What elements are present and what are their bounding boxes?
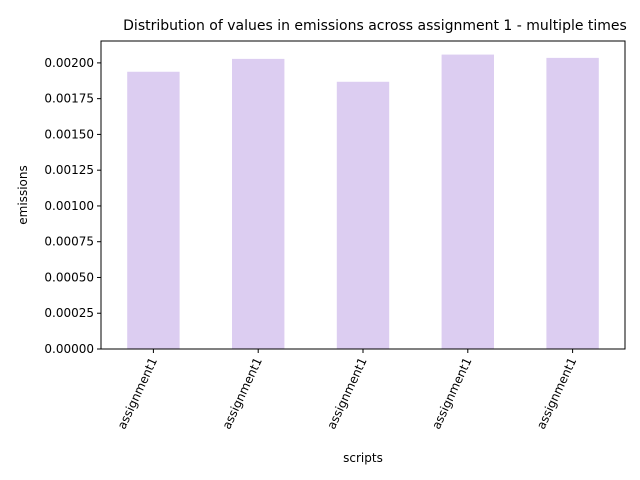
bar-3 — [336, 81, 390, 349]
bar-2 — [232, 58, 285, 350]
y-tick-label-8: 0.00175 — [44, 92, 94, 106]
y-tick-label-5: 0.00100 — [44, 199, 94, 213]
x-axis: assignment1 assignment1 assignment1 assignm… — [115, 349, 579, 431]
bar-1 — [127, 71, 180, 349]
x-tick-label-2: assignment1 — [220, 355, 265, 431]
x-tick-label-5: assignment1 — [534, 355, 579, 431]
bar-4 — [441, 54, 494, 350]
y-tick-label-7: 0.00150 — [44, 127, 94, 141]
y-tick-label-9: 0.00200 — [44, 56, 94, 70]
y-tick-label-4: 0.00075 — [44, 235, 94, 249]
x-tick-label-1: assignment1 — [115, 355, 160, 431]
bar-5 — [546, 57, 599, 350]
chart-title: Distribution of values in emissions acro… — [123, 18, 627, 34]
y-tick-label-3: 0.00050 — [44, 270, 94, 284]
bars-group — [127, 54, 599, 350]
y-tick-label-6: 0.00125 — [44, 163, 94, 177]
y-tick-label-1: 0.00000 — [44, 342, 94, 356]
y-tick-label-2: 0.00025 — [44, 306, 94, 320]
plot-frame — [100, 40, 626, 350]
x-axis-label: scripts — [343, 451, 383, 465]
x-tick-label-3: assignment1 — [324, 355, 369, 431]
x-tick-label-4: assignment1 — [429, 355, 474, 431]
y-axis-label: emissions — [16, 165, 30, 224]
y-axis: 0.00000 0.00025 0.00050 0.00075 0.00100 0.001… — [44, 56, 101, 356]
